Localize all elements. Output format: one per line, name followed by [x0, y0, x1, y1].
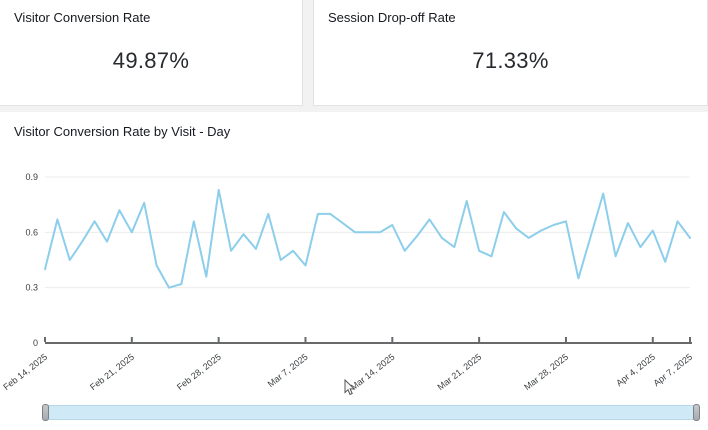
kpi-title: Visitor Conversion Rate [14, 10, 151, 25]
kpi-title: Session Drop-off Rate [328, 10, 456, 25]
x-tick-label: Mar 7, 2025 [266, 352, 310, 389]
date-range-scrollbar[interactable] [42, 404, 700, 421]
x-tick-label: Mar 28, 2025 [522, 352, 570, 393]
y-tick-label: 0.3 [25, 283, 38, 293]
x-tick-label: Feb 21, 2025 [88, 352, 136, 393]
y-tick-label: 0.6 [25, 227, 38, 237]
scrollbar-right-handle[interactable] [693, 404, 700, 421]
kpi-value: 49.87% [112, 48, 190, 73]
kpi-card-visitor-conversion[interactable]: Visitor Conversion Rate 49.87% [0, 0, 303, 106]
x-tick-label: Apr 4, 2025 [614, 352, 657, 389]
x-tick-label: Feb 14, 2025 [1, 352, 49, 393]
chart-title: Visitor Conversion Rate by Visit - Day [14, 124, 231, 139]
kpi-value: 71.33% [472, 48, 549, 73]
line-chart-tile[interactable]: Visitor Conversion Rate by Visit - Day 0… [0, 112, 708, 430]
x-tick-label: Feb 28, 2025 [175, 352, 223, 393]
scrollbar-left-handle[interactable] [42, 404, 49, 421]
kpi-card-session-dropoff[interactable]: Session Drop-off Rate 71.33% [313, 0, 708, 106]
x-tick-label: Apr 7, 2025 [651, 352, 694, 389]
line-chart-plot[interactable]: 0 0.3 0.6 0.9 Feb 14, 2025 Feb 21, 2025 Feb 28… [0, 142, 708, 400]
mouse-cursor [344, 379, 356, 396]
conversion-rate-line[interactable] [44, 188, 691, 289]
y-tick-label: 0 [33, 338, 38, 348]
x-tick-label: Mar 21, 2025 [435, 352, 483, 393]
y-tick-label: 0.9 [25, 172, 38, 182]
